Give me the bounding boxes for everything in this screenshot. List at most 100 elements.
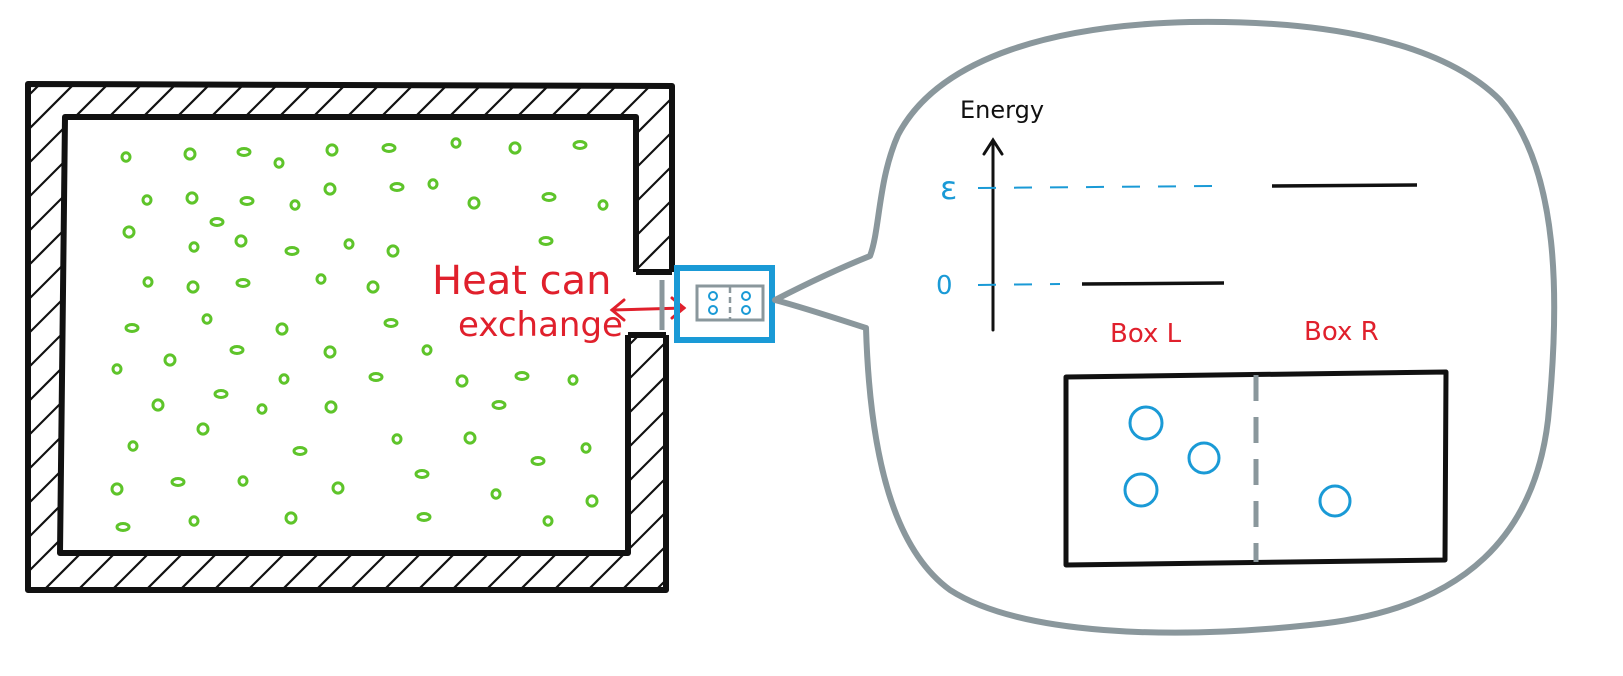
reservoir-particle [386, 244, 400, 258]
reservoir-particle [188, 515, 200, 527]
reservoir-particle [278, 373, 290, 385]
hatch-line [28, 84, 269, 590]
reservoir-particle [239, 196, 255, 206]
reservoir-particle [124, 323, 140, 333]
box-r-energy-level [1271, 183, 1418, 188]
heat-exchange-label-line1: Heat can [432, 258, 611, 304]
reservoir-particle [188, 241, 200, 253]
reservoir-particle [381, 143, 397, 153]
box-outline [1063, 369, 1449, 568]
reservoir-particle [256, 403, 268, 415]
reservoir-particle [567, 374, 579, 386]
box-l-particle [1187, 441, 1221, 475]
epsilon-guide-line [977, 185, 1216, 189]
reservoir-particle [115, 522, 131, 532]
reservoir-particle [366, 280, 380, 294]
box-r-label: Box R [1304, 317, 1379, 347]
hatch-line [28, 84, 167, 590]
reservoir-particle [508, 141, 522, 155]
zoom-bubble [772, 18, 1558, 636]
hatch-line [28, 84, 337, 590]
zero-guide-line [977, 283, 1061, 286]
reservoir-particle [235, 278, 251, 288]
small-system [674, 265, 775, 343]
reservoir-particle [209, 217, 225, 227]
small-system-particles [708, 291, 751, 315]
inner-wall-outline [57, 114, 639, 556]
hatch-line [28, 84, 507, 590]
reservoir-particle [323, 182, 337, 196]
reservoir-particle [284, 511, 298, 525]
reservoir-particle [541, 192, 557, 202]
reservoir-particles [110, 137, 609, 532]
reservoir-particle [542, 515, 554, 527]
heat-exchange-label-line2: exchange [458, 305, 623, 345]
reservoir-particle [141, 194, 153, 206]
reservoir-particle [585, 494, 599, 508]
reservoir-particle [331, 481, 345, 495]
outer-wall-outline [25, 81, 675, 593]
reservoir-particle [284, 246, 300, 256]
reservoir-particle [236, 147, 252, 157]
reservoir-particle [111, 363, 123, 375]
reservoir-particle [275, 322, 289, 336]
hatch-line [28, 84, 133, 590]
box-l-label: Box L [1110, 319, 1182, 349]
reservoir-particle [273, 157, 285, 169]
reservoir-particle [201, 313, 213, 325]
energy-axis [982, 137, 1004, 332]
reservoir-particle [229, 345, 245, 355]
two-compartment-box [1063, 369, 1449, 568]
reservoir-particle [213, 389, 229, 399]
reservoir-particle [325, 143, 339, 157]
reservoir-particle [120, 151, 132, 163]
hatch-line [557, 84, 672, 590]
reservoir-particle [530, 456, 546, 466]
hatch-line [28, 84, 303, 590]
reservoir-particle [151, 398, 165, 412]
reservoir-particle [170, 477, 186, 487]
energy-level-epsilon-label: ε [940, 169, 957, 207]
box-l-particles [1123, 405, 1221, 508]
reservoir-particle [185, 191, 199, 205]
reservoir-particle [597, 199, 609, 211]
box-l-particle [1128, 405, 1164, 441]
hatch-line [28, 84, 65, 590]
box-l-particle [1123, 472, 1159, 508]
reservoir-particle [383, 318, 399, 328]
reservoir-particle [122, 225, 136, 239]
small-system-blue-frame [674, 265, 775, 343]
reservoir-particle [343, 238, 355, 250]
reservoir-particle [414, 469, 430, 479]
box-l-energy-level [1081, 281, 1225, 286]
reservoir-particle [368, 372, 384, 382]
reservoir-particle [234, 234, 248, 248]
reservoir-particle [580, 442, 592, 454]
reservoir-particle [490, 488, 502, 500]
reservoir-particle [389, 182, 405, 192]
reservoir-particle [572, 140, 588, 150]
reservoir-particle [416, 512, 432, 522]
hatch-line [28, 84, 473, 590]
reservoir-particle [421, 344, 433, 356]
reservoir-particle [427, 178, 439, 190]
energy-level-zero-label: 0 [936, 271, 953, 301]
reservoir-particle [110, 482, 124, 496]
reservoir-particle [455, 374, 469, 388]
hatch-line [28, 84, 235, 590]
reservoir-particle [514, 371, 530, 381]
reservoir-particle [142, 276, 154, 288]
reservoir-particle [324, 400, 338, 414]
reservoir-particle [196, 422, 210, 436]
reservoir-particle [127, 440, 139, 452]
box-r-particle [1318, 484, 1352, 518]
reservoir-particle [289, 199, 301, 211]
reservoir-particle [463, 431, 477, 445]
reservoir-particle [186, 280, 200, 294]
reservoir-particle [323, 345, 337, 359]
reservoir-particle [163, 353, 177, 367]
reservoir-particle [292, 446, 308, 456]
reservoir-particle [237, 475, 249, 487]
energy-axis-label: Energy [960, 96, 1044, 124]
